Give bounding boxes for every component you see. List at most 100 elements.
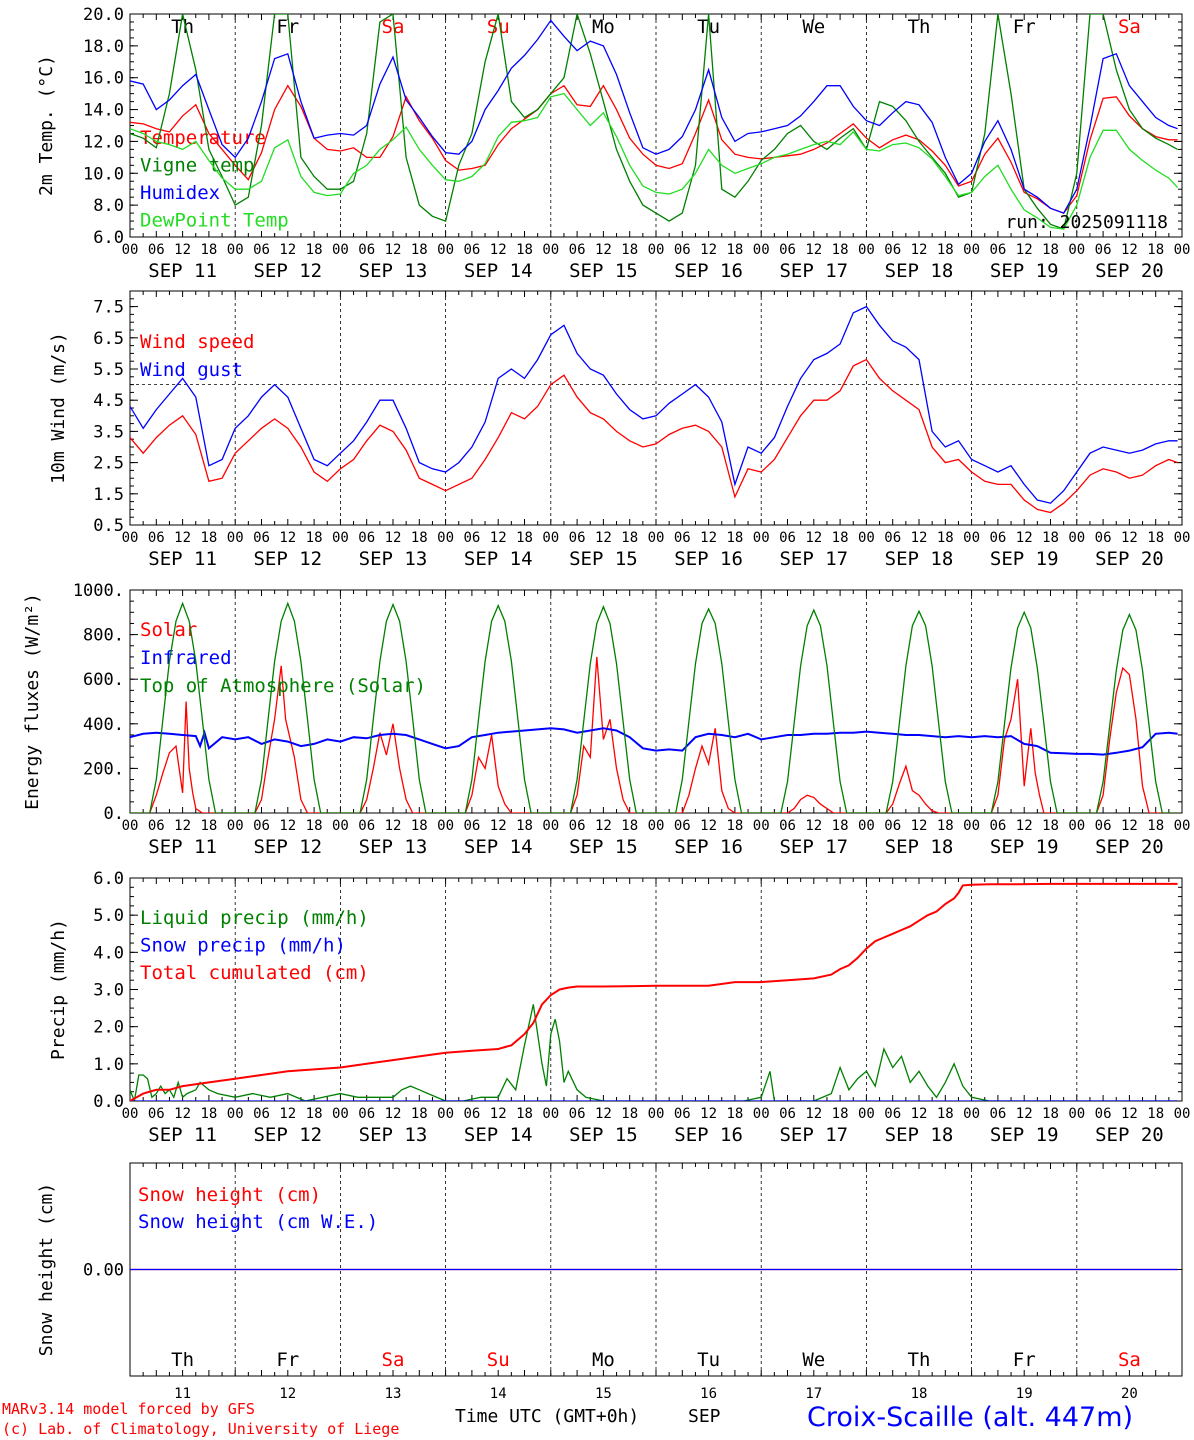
hour-tick-label: 06 [253,242,270,258]
weekday-label: Th [171,16,194,38]
day-number-label: 16 [700,1386,717,1402]
date-label: SEP 12 [253,1124,322,1146]
date-label: SEP 13 [359,548,428,570]
hour-tick-label: 12 [385,530,402,546]
day-number-label: 14 [490,1386,507,1402]
y-axis-label: Snow height (cm) [36,1183,57,1356]
day-number-label: 15 [595,1386,612,1402]
hour-tick-label: 06 [358,818,375,834]
hour-tick-label: 12 [595,530,612,546]
date-label: SEP 15 [569,548,638,570]
hour-tick-label: 00 [1068,530,1085,546]
date-label: SEP 20 [1095,1124,1164,1146]
date-label: SEP 18 [885,836,954,858]
legend-entry: Temperature [140,127,266,149]
panel-2: 00 06 12 18 SEP 11 00 06 12 18 SEP 12 00 06 12 18 SEP … [48,290,1190,570]
hour-tick-label: 18 [726,1106,743,1122]
y-tick-label: 6.5 [93,329,124,349]
hour-tick-label: 18 [200,1106,217,1122]
y-tick-label: 1000. [73,581,124,601]
hour-tick-label: 12 [700,1106,717,1122]
hour-tick-label: 18 [411,1106,428,1122]
weekday-label-bottom: Tu [697,1349,720,1371]
hour-tick-label: 00 [332,818,349,834]
hour-tick-label: 00 [648,530,665,546]
hour-tick-label: 18 [411,818,428,834]
hour-tick-label: 12 [174,818,191,834]
model-credit: MARv3.14 model forced by GFS [2,1400,255,1418]
hour-tick-label: 18 [516,818,533,834]
panel-5: 0.00 Snow height (cm) Snow height (cm) Snow… [36,1162,1183,1402]
legend-entry: Infrared [140,647,232,669]
hour-tick-label: 12 [174,242,191,258]
x-axis-title: Time UTC (GMT+0h) [455,1406,640,1427]
hour-tick-label: 18 [1147,530,1164,546]
hour-tick-label: 00 [753,530,770,546]
hour-tick-label: 12 [911,1106,928,1122]
hour-tick-label: 12 [1121,530,1138,546]
hour-tick-label: 00 [122,530,139,546]
hour-tick-label: 00 [963,530,980,546]
panel-frame [129,13,1183,238]
y-tick-label: 2.0 [93,1018,124,1038]
y-tick-label: 3.5 [93,422,124,442]
hour-tick-label: 18 [1042,530,1059,546]
hour-tick-label: 06 [989,530,1006,546]
date-label: SEP 20 [1095,548,1164,570]
hour-tick-label: 00 [1174,242,1191,258]
y-tick-label: 2.5 [93,454,124,474]
hour-tick-label: 12 [279,1106,296,1122]
hour-tick-label: 06 [253,530,270,546]
hour-tick-label: 18 [1147,818,1164,834]
hour-tick-label: 12 [174,530,191,546]
hour-tick-label: 06 [569,1106,586,1122]
hour-tick-label: 00 [437,818,454,834]
y-tick-label: 10.0 [83,164,124,184]
hour-tick-label: 00 [227,242,244,258]
date-label: SEP 15 [569,260,638,282]
date-label: SEP 18 [885,548,954,570]
hour-tick-label: 00 [1174,818,1191,834]
day-number-label: 12 [279,1386,296,1402]
y-tick-label: 200. [83,759,124,779]
date-label: SEP 14 [464,260,533,282]
hour-tick-label: 00 [963,818,980,834]
weekday-label-bottom: Fr [276,1349,299,1371]
day-number-label: 17 [805,1386,822,1402]
weekday-label-bottom: Sa [382,1349,405,1371]
hour-tick-label: 06 [674,1106,691,1122]
legend-entry: DewPoint Temp [140,210,289,232]
hour-tick-label: 18 [411,242,428,258]
date-label: SEP 17 [779,260,848,282]
legend-entry: Top of Atmosphere (Solar) [140,675,426,697]
hour-tick-label: 18 [937,530,954,546]
y-axis-label: 10m Wind (m/s) [48,332,69,484]
date-label: SEP 18 [885,1124,954,1146]
legend-entry: Snow precip (mm/h) [140,935,346,957]
weekday-label: Fr [276,16,299,38]
date-label: SEP 12 [253,836,322,858]
date-label: SEP 20 [1095,836,1164,858]
date-label: SEP 16 [674,836,743,858]
hour-tick-label: 00 [858,1106,875,1122]
hour-tick-label: 06 [884,242,901,258]
hour-tick-label: 12 [1121,1106,1138,1122]
hour-tick-label: 18 [1147,242,1164,258]
y-axis-label: 2m Temp. (°C) [36,55,57,196]
hour-tick-label: 18 [1042,1106,1059,1122]
y-tick-label: 0.5 [93,516,124,536]
hour-tick-label: 06 [253,1106,270,1122]
hour-tick-label: 00 [753,818,770,834]
weekday-label-bottom: Fr [1013,1349,1036,1371]
y-tick-label: 0. [104,804,124,824]
hour-tick-label: 00 [753,242,770,258]
hour-tick-label: 18 [1042,242,1059,258]
hour-tick-label: 12 [490,242,507,258]
hour-tick-label: 06 [884,1106,901,1122]
station-name: Croix-Scaille (alt. 447m) [807,1402,1134,1433]
hour-tick-label: 12 [174,1106,191,1122]
hour-tick-label: 06 [569,530,586,546]
hour-tick-label: 06 [989,818,1006,834]
hour-tick-label: 12 [1016,1106,1033,1122]
hour-tick-label: 18 [200,530,217,546]
